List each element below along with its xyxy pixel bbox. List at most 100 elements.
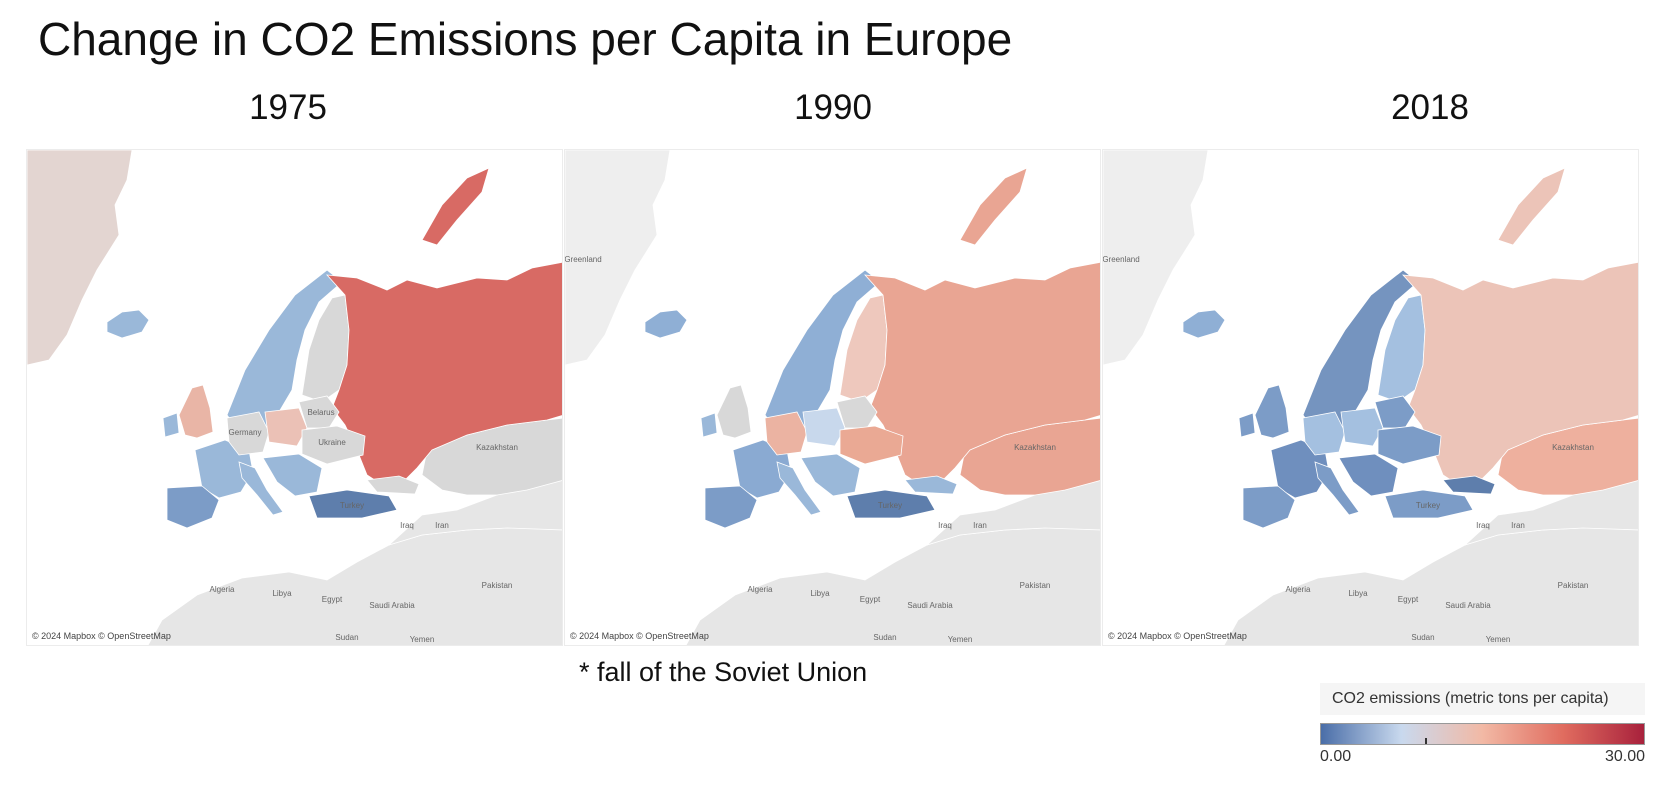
map-label-egypt: Egypt xyxy=(322,595,343,604)
map-label-greenland: Greenland xyxy=(1103,255,1140,264)
map-label-yemen: Yemen xyxy=(1486,635,1511,644)
map-label-kazakhstan: Kazakhstan xyxy=(1552,443,1594,452)
region-greenland[interactable] xyxy=(1103,150,1209,366)
region-novaya[interactable] xyxy=(421,167,490,246)
region-poland[interactable] xyxy=(264,407,308,447)
region-iceland[interactable] xyxy=(1182,309,1226,339)
region-germany[interactable] xyxy=(1302,411,1346,456)
region-iberia[interactable] xyxy=(166,485,220,529)
legend-max-label: 30.00 xyxy=(1604,748,1645,765)
map-label-iran: Iran xyxy=(1511,521,1525,530)
region-ukraine[interactable] xyxy=(301,425,366,465)
region-iceland[interactable] xyxy=(106,309,150,339)
map-label-egypt: Egypt xyxy=(860,595,881,604)
map-label-iraq: Iraq xyxy=(400,521,414,530)
map-attribution: © 2024 Mapbox © OpenStreetMap xyxy=(32,631,171,641)
map-label-turkey: Turkey xyxy=(878,501,902,510)
region-russia[interactable] xyxy=(864,261,1101,489)
map-label-turkey: Turkey xyxy=(1416,501,1440,510)
region-turkey[interactable] xyxy=(1384,489,1474,519)
map-label-pakistan: Pakistan xyxy=(1558,581,1589,590)
map-canvas[interactable]: Greenland Kazakhstan Iraq Iran Algeria Libya E… xyxy=(1103,150,1639,646)
map-label-kazakhstan: Kazakhstan xyxy=(1014,443,1056,452)
map-label-belarus: Belarus xyxy=(307,408,334,417)
map-label-libya: Libya xyxy=(272,589,292,598)
region-ireland[interactable] xyxy=(1238,412,1256,438)
region-greenland[interactable] xyxy=(565,150,671,366)
map-label-sudan: Sudan xyxy=(1411,633,1434,642)
color-legend: CO2 emissions (metric tons per capita) 0… xyxy=(1320,683,1645,767)
region-caucasus[interactable] xyxy=(366,475,420,495)
region-caucasus[interactable] xyxy=(904,475,958,495)
map-label-yemen: Yemen xyxy=(410,635,435,644)
map-label-pakistan: Pakistan xyxy=(1020,581,1051,590)
map-label-sudan: Sudan xyxy=(873,633,896,642)
map-label-egypt: Egypt xyxy=(1398,595,1419,604)
map-label-turkey: Turkey xyxy=(340,501,364,510)
region-balkans[interactable] xyxy=(1338,453,1399,497)
map-attribution: © 2024 Mapbox © OpenStreetMap xyxy=(1108,631,1247,641)
map-2018[interactable]: Greenland Kazakhstan Iraq Iran Algeria Libya E… xyxy=(1102,149,1639,646)
map-label-saudi-arabia: Saudi Arabia xyxy=(369,601,415,610)
legend-title: CO2 emissions (metric tons per capita) xyxy=(1320,683,1645,715)
map-label-sudan: Sudan xyxy=(335,633,358,642)
region-turkey[interactable] xyxy=(308,489,398,519)
page-title: Change in CO2 Emissions per Capita in Eu… xyxy=(38,13,1013,65)
region-italy[interactable] xyxy=(238,461,284,516)
region-uk[interactable] xyxy=(716,384,752,439)
map-label-greenland: Greenland xyxy=(565,255,602,264)
map-label-iran: Iran xyxy=(973,521,987,530)
region-poland[interactable] xyxy=(802,407,846,447)
map-label-germany: Germany xyxy=(229,428,262,437)
region-germany[interactable] xyxy=(764,411,808,456)
region-balkans[interactable] xyxy=(800,453,861,497)
region-poland[interactable] xyxy=(1340,407,1384,447)
legend-gradient-bar xyxy=(1320,723,1645,745)
region-iberia[interactable] xyxy=(704,485,758,529)
region-russia[interactable] xyxy=(1402,261,1639,489)
map-label-algeria: Algeria xyxy=(210,585,235,594)
map-1975[interactable]: Germany Belarus Ukraine Kazakhstan Iraq Iran A… xyxy=(26,149,563,646)
map-label-iraq: Iraq xyxy=(938,521,952,530)
region-ukraine[interactable] xyxy=(1377,425,1442,465)
year-title-1990: 1990 xyxy=(794,88,872,127)
region-turkey[interactable] xyxy=(846,489,936,519)
region-iberia[interactable] xyxy=(1242,485,1296,529)
legend-midpoint-tick xyxy=(1425,738,1427,744)
region-belarus[interactable] xyxy=(836,395,878,429)
legend-min-label: 0.00 xyxy=(1320,748,1352,765)
map-label-libya: Libya xyxy=(1348,589,1368,598)
region-italy[interactable] xyxy=(776,461,822,516)
map-attribution: © 2024 Mapbox © OpenStreetMap xyxy=(570,631,709,641)
map-label-algeria: Algeria xyxy=(1286,585,1311,594)
map-label-algeria: Algeria xyxy=(748,585,773,594)
map-label-libya: Libya xyxy=(810,589,830,598)
map-canvas[interactable]: Germany Belarus Ukraine Kazakhstan Iraq Iran A… xyxy=(27,150,563,646)
map-1990[interactable]: Greenland Kazakhstan Iraq Iran Algeria Libya E… xyxy=(564,149,1101,646)
region-iceland[interactable] xyxy=(644,309,688,339)
region-novaya[interactable] xyxy=(1497,167,1566,246)
region-novaya[interactable] xyxy=(959,167,1028,246)
map-label-yemen: Yemen xyxy=(948,635,973,644)
map-label-ukraine: Ukraine xyxy=(318,438,346,447)
map-label-saudi-arabia: Saudi Arabia xyxy=(1445,601,1491,610)
region-belarus[interactable] xyxy=(298,395,340,429)
region-belarus[interactable] xyxy=(1374,395,1416,429)
region-caucasus[interactable] xyxy=(1442,475,1496,495)
region-uk[interactable] xyxy=(1254,384,1290,439)
map-label-iraq: Iraq xyxy=(1476,521,1490,530)
region-ukraine[interactable] xyxy=(839,425,904,465)
year-title-2018: 2018 xyxy=(1391,88,1469,127)
region-germany[interactable] xyxy=(226,411,270,456)
region-ireland[interactable] xyxy=(162,412,180,438)
region-italy[interactable] xyxy=(1314,461,1360,516)
region-uk[interactable] xyxy=(178,384,214,439)
map-canvas[interactable]: Greenland Kazakhstan Iraq Iran Algeria Libya E… xyxy=(565,150,1101,646)
map-label-pakistan: Pakistan xyxy=(482,581,513,590)
region-russia[interactable] xyxy=(326,261,563,489)
region-ireland[interactable] xyxy=(700,412,718,438)
map-label-iran: Iran xyxy=(435,521,449,530)
region-balkans[interactable] xyxy=(262,453,323,497)
region-greenland[interactable] xyxy=(27,150,133,366)
footnote: * fall of the Soviet Union xyxy=(579,657,868,687)
